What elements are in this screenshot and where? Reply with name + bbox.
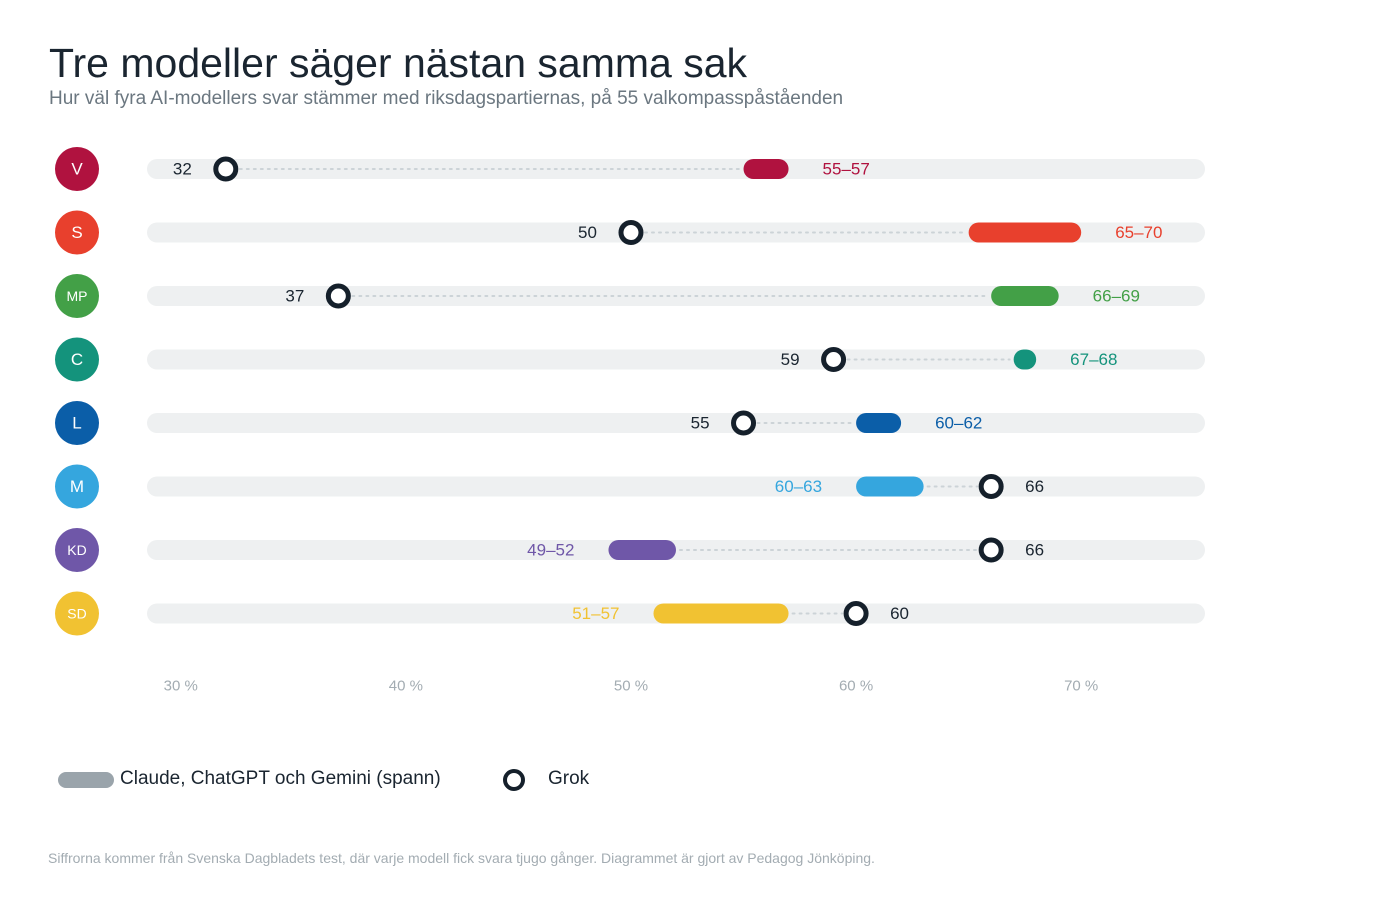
grok-label-mp: 37 [285, 287, 304, 306]
party-badge-v [55, 147, 99, 191]
range-bar-sd [653, 603, 789, 624]
legend-range-swatch [58, 772, 114, 788]
party-badge-label-c: C [71, 350, 83, 369]
range-bar-l [856, 413, 902, 433]
party-badge-c [55, 337, 99, 382]
source-note: Siffrorna kommer från Svenska Dagbladets… [48, 850, 875, 866]
party-badge-label-mp: MP [67, 288, 88, 304]
track-s [147, 222, 1205, 243]
grok-marker-kd [978, 537, 1004, 563]
party-badge-label-m: M [70, 477, 84, 496]
chart-subtitle: Hur väl fyra AI-modellers svar stämmer m… [49, 88, 844, 109]
range-bar-m [856, 476, 924, 497]
range-bar-v [743, 159, 789, 179]
grok-marker-mp [325, 283, 351, 309]
party-badge-sd [55, 591, 99, 636]
range-bar-s [968, 222, 1082, 243]
party-badge-m [55, 464, 99, 509]
party-badge-kd [55, 528, 99, 572]
grok-marker-s [618, 220, 644, 245]
grok-marker-m [978, 474, 1004, 499]
grok-label-m: 66 [1025, 477, 1044, 496]
x-tick-label-60: 60 % [839, 678, 873, 695]
track-l [147, 413, 1205, 433]
grok-marker-v [213, 156, 239, 182]
range-label-kd: 49–52 [527, 541, 574, 560]
x-tick-label-50: 50 % [614, 678, 648, 695]
party-badge-label-s: S [71, 223, 82, 242]
legend-label-grok: Grok [548, 768, 590, 789]
x-tick-label-30: 30 % [164, 678, 198, 695]
range-label-s: 65–70 [1115, 223, 1162, 242]
party-badge-mp [55, 274, 99, 318]
party-badge-label-v: V [71, 160, 83, 179]
legend-grok-ring-icon [503, 769, 525, 791]
grok-label-s: 50 [578, 223, 597, 242]
party-badge-label-kd: KD [67, 542, 86, 558]
grok-label-sd: 60 [890, 604, 909, 623]
legend: Claude, ChatGPT och Gemini (spann) Grok [58, 765, 758, 795]
x-tick-label-40: 40 % [389, 678, 423, 695]
range-label-c: 67–68 [1070, 350, 1117, 369]
party-badge-label-l: L [72, 414, 81, 433]
grok-label-l: 55 [691, 414, 710, 433]
party-badge-s [55, 210, 99, 255]
legend-label-models: Claude, ChatGPT och Gemini (spann) [120, 768, 441, 789]
range-label-mp: 66–69 [1093, 287, 1140, 306]
grok-label-c: 59 [781, 350, 800, 369]
x-tick-label-70: 70 % [1064, 678, 1098, 695]
range-bar-mp [991, 286, 1059, 306]
range-label-v: 55–57 [823, 160, 870, 179]
party-badge-l [55, 401, 99, 445]
grok-marker-c [821, 347, 847, 372]
range-label-sd: 51–57 [572, 604, 619, 623]
chart-title: Tre modeller säger nästan samma sak [49, 40, 748, 86]
range-label-m: 60–63 [775, 477, 822, 496]
range-bar-kd [608, 540, 676, 560]
grok-label-v: 32 [173, 160, 192, 179]
grok-marker-sd [843, 601, 869, 626]
grok-label-kd: 66 [1025, 541, 1044, 560]
party-badge-label-sd: SD [67, 606, 86, 622]
grok-marker-l [731, 410, 757, 436]
range-bar-c [1013, 349, 1037, 370]
range-label-l: 60–62 [935, 414, 982, 433]
dumbbell-chart: V 32 55–57 S 50 65–70 MP 37 66–69 C 59 67–68 L 55 60–6… [55, 147, 1205, 695]
track-c [147, 349, 1205, 370]
track-m [147, 476, 1205, 497]
